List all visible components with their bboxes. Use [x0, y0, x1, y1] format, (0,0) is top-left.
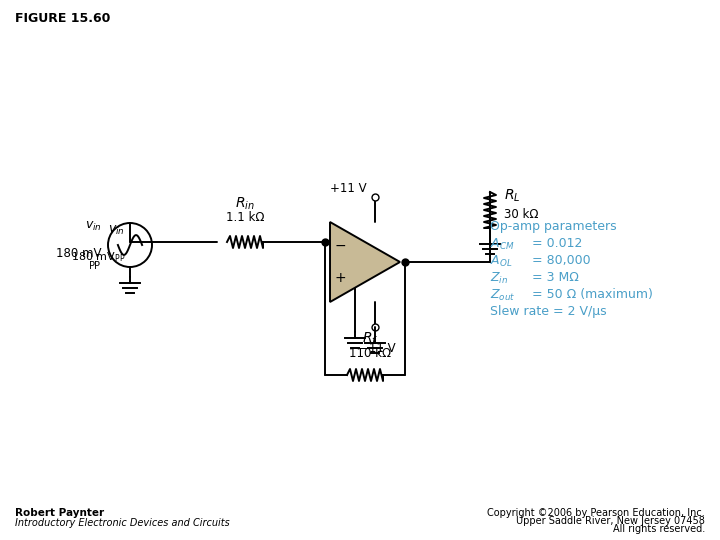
- Text: 180 mV: 180 mV: [56, 247, 102, 260]
- Text: = 80,000: = 80,000: [532, 254, 590, 267]
- Text: 180 mV$_{\mathrm{PP}}$: 180 mV$_{\mathrm{PP}}$: [71, 250, 125, 264]
- Text: $A_{CM}$: $A_{CM}$: [490, 237, 515, 252]
- Text: 1.1 kΩ: 1.1 kΩ: [226, 211, 264, 224]
- Text: $v_{in}$: $v_{in}$: [108, 224, 125, 237]
- Text: = 0.012: = 0.012: [532, 237, 582, 250]
- Text: = 3 MΩ: = 3 MΩ: [532, 271, 579, 284]
- Text: Slew rate = 2 V/μs: Slew rate = 2 V/μs: [490, 305, 607, 318]
- Text: Introductory Electronic Devices and Circuits: Introductory Electronic Devices and Circ…: [15, 518, 230, 528]
- Text: $R_f$: $R_f$: [362, 330, 378, 347]
- Text: Upper Saddle River, New Jersey 07458: Upper Saddle River, New Jersey 07458: [516, 516, 705, 526]
- Text: −: −: [334, 239, 346, 253]
- Text: $R_L$: $R_L$: [504, 188, 521, 204]
- Text: Op-amp parameters: Op-amp parameters: [490, 220, 616, 233]
- Text: Copyright ©2006 by Pearson Education, Inc.: Copyright ©2006 by Pearson Education, In…: [487, 508, 705, 518]
- Text: 30 kΩ: 30 kΩ: [504, 207, 539, 220]
- Text: $Z_{out}$: $Z_{out}$: [490, 288, 516, 303]
- Text: +: +: [334, 271, 346, 285]
- Text: $\mathrm{PP}$: $\mathrm{PP}$: [89, 259, 102, 271]
- Text: FIGURE 15.60: FIGURE 15.60: [15, 12, 110, 25]
- Text: $Z_{in}$: $Z_{in}$: [490, 271, 508, 286]
- Text: $A_{OL}$: $A_{OL}$: [490, 254, 513, 269]
- Text: All rights reserved.: All rights reserved.: [613, 524, 705, 534]
- Polygon shape: [330, 222, 400, 302]
- Text: $v_{in}$: $v_{in}$: [85, 220, 102, 233]
- Text: −11 V: −11 V: [359, 342, 395, 355]
- Text: 110 kΩ: 110 kΩ: [349, 347, 391, 360]
- Text: +11 V: +11 V: [330, 182, 367, 195]
- Text: $R_{in}$: $R_{in}$: [235, 195, 255, 212]
- Text: = 50 Ω (maximum): = 50 Ω (maximum): [532, 288, 653, 301]
- Text: Robert Paynter: Robert Paynter: [15, 508, 104, 518]
